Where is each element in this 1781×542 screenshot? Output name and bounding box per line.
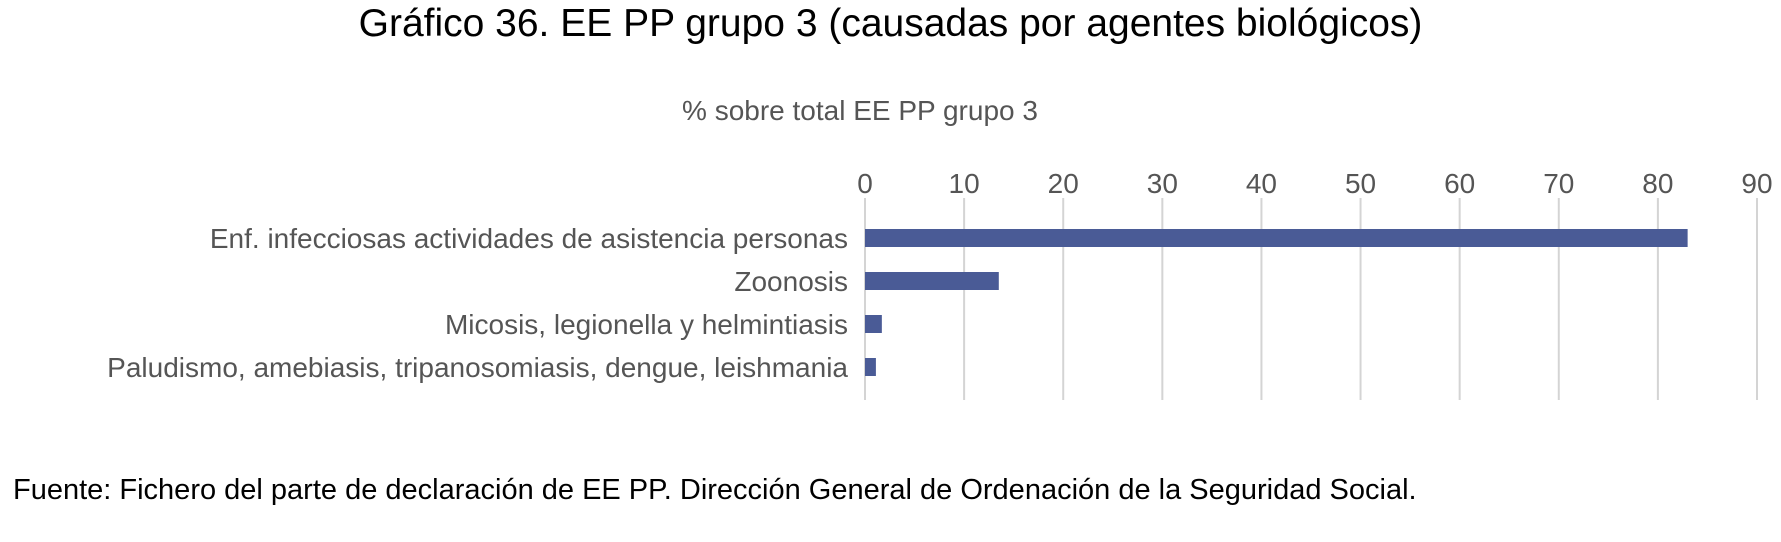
x-tick-label: 90: [1741, 168, 1772, 199]
bar: [865, 315, 882, 333]
chart-title: Gráfico 36. EE PP grupo 3 (causadas por …: [358, 2, 1423, 45]
x-axis-ticks: 0 10 20 30 40 50 60 70 80 90: [857, 168, 1772, 199]
category-label: Paludismo, amebiasis, tripanosomiasis, d…: [107, 352, 848, 383]
bars: [865, 229, 1688, 376]
category-label: Enf. infecciosas actividades de asistenc…: [210, 223, 848, 254]
x-tick-label: 20: [1048, 168, 1079, 199]
gridlines: [864, 198, 1758, 400]
chart-subtitle: % sobre total EE PP grupo 3: [682, 95, 1038, 126]
category-labels: Enf. infecciosas actividades de asistenc…: [107, 223, 848, 383]
x-tick-label: 50: [1345, 168, 1376, 199]
x-tick-label: 0: [857, 168, 873, 199]
x-tick-label: 30: [1147, 168, 1178, 199]
x-tick-label: 70: [1543, 168, 1574, 199]
x-tick-label: 40: [1246, 168, 1277, 199]
bar: [865, 272, 999, 290]
category-label: Zoonosis: [734, 266, 848, 297]
bar: [865, 358, 876, 376]
x-tick-label: 80: [1642, 168, 1673, 199]
x-tick-label: 10: [949, 168, 980, 199]
category-label: Micosis, legionella y helmintiasis: [445, 309, 848, 340]
bar: [865, 229, 1688, 247]
source-note: Fuente: Fichero del parte de declaración…: [13, 474, 1417, 506]
bar-chart: % sobre total EE PP grupo 3 0 10 20 30 40 50 6…: [107, 95, 1773, 400]
x-tick-label: 60: [1444, 168, 1475, 199]
